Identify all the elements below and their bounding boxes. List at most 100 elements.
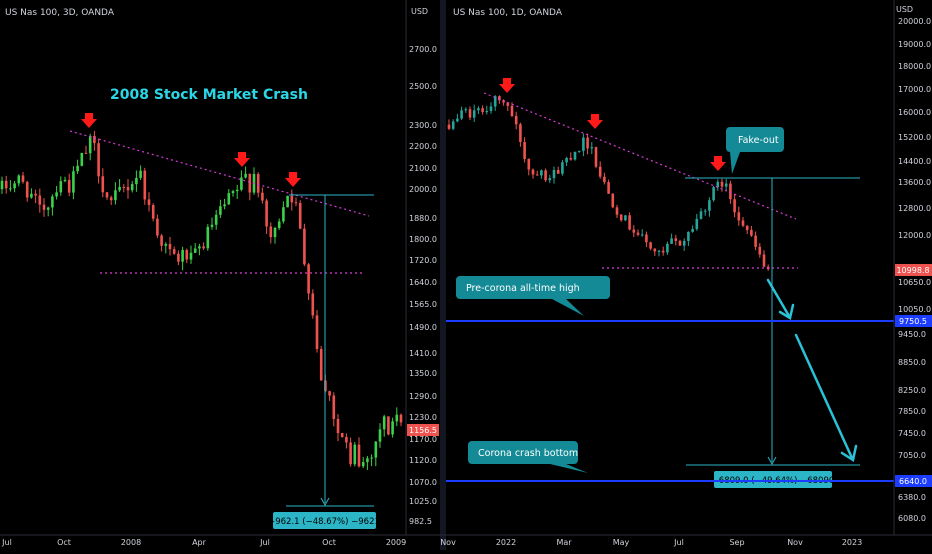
candle-body (290, 195, 294, 203)
candle-body (561, 162, 564, 174)
y-tick-label: 1720.0 (409, 256, 437, 265)
candle-body (670, 238, 673, 244)
right-candles (447, 95, 770, 271)
candle-body (640, 234, 644, 236)
left-measure-label-box (273, 512, 376, 529)
candle-body (311, 293, 315, 316)
y-tick-label: 10050.0 (898, 305, 931, 314)
left-axis-unit: USD (411, 7, 428, 16)
candle-body (733, 199, 736, 213)
candle-body (708, 200, 711, 211)
candle-body (135, 177, 138, 185)
candle-body (172, 249, 176, 254)
right-y-axis[interactable]: 20000.0 19000.0 18000.0 17000.0 16000.0 15200… (898, 17, 931, 523)
candle-body (556, 169, 560, 174)
candle-body (319, 348, 323, 381)
left-y-axis[interactable]: 2700.0 2500.0 2300.0 2200.0 2100.0 2000.0 1880… (409, 45, 437, 526)
right-x-axis[interactable]: Nov 2022 Mar May Jul Sep Nov 2023 (440, 538, 862, 547)
candle-body (273, 227, 277, 238)
candle-body (332, 395, 336, 419)
x-tick-label: Jul (673, 538, 684, 547)
candle-body (523, 142, 526, 159)
candle-body (361, 462, 365, 467)
candle-body (447, 124, 451, 129)
x-tick-label: 2009 (386, 538, 406, 547)
right-last-price-box (895, 264, 932, 276)
right-descending-trendline (483, 92, 797, 220)
candle-body (395, 414, 399, 422)
y-tick-label: 1230.0 (409, 413, 437, 422)
candle-body (118, 186, 121, 191)
y-tick-label: 13600.0 (898, 178, 931, 187)
candle-body (93, 135, 96, 144)
candle-body (114, 190, 117, 201)
candle-body (552, 169, 556, 179)
candle-body (80, 152, 84, 166)
candle-body (105, 192, 109, 198)
candle-body (754, 235, 757, 247)
y-tick-label: 1490.0 (409, 323, 437, 332)
x-tick-label: Apr (192, 538, 207, 547)
candle-body (294, 202, 298, 204)
candle-body (590, 147, 594, 149)
right-chart-title: US Nas 100, 1D, OANDA (453, 8, 563, 18)
candle-body (214, 214, 218, 225)
candle-body (540, 170, 543, 176)
candle-body (269, 226, 273, 238)
y-tick-label: 2000.0 (409, 185, 437, 194)
candle-body (720, 181, 724, 187)
candle-body (451, 121, 455, 129)
left-last-price-box (407, 424, 439, 436)
left-x-axis[interactable]: Jul Oct 2008 Apr Jul Oct 2009 (1, 538, 406, 547)
candle-body (624, 215, 627, 221)
projection-arrowhead-lower (840, 444, 858, 463)
x-tick-label: Nov (440, 538, 456, 547)
y-tick-label: 7050.0 (898, 451, 926, 460)
candle-body (42, 204, 46, 210)
candle-body (303, 228, 306, 265)
y-tick-label: 1350.0 (409, 369, 437, 378)
candle-body (328, 391, 331, 396)
candle-body (143, 170, 147, 200)
candle-body (97, 143, 100, 177)
left-pane: US Nas 100, 3D, OANDA USD 2008 Stock Mar… (0, 0, 439, 547)
candle-body (185, 249, 189, 260)
candle-body (682, 240, 686, 246)
pre-corona-callout-text: Pre-corona all-time high (466, 283, 580, 294)
candle-body (514, 115, 518, 125)
y-tick-label: 8850.0 (898, 358, 926, 367)
candle-body (30, 193, 33, 198)
candle-body (265, 200, 268, 227)
candle-body (456, 118, 459, 122)
candle-body (101, 176, 105, 193)
right-red-arrow-icon (710, 156, 726, 171)
candle-body (38, 195, 42, 205)
candle-body (34, 193, 37, 196)
left-last-price-label: 1156.5 (409, 426, 437, 435)
candle-body (240, 177, 243, 190)
candle-body (261, 192, 264, 201)
pane-divider[interactable] (440, 0, 446, 550)
y-tick-label: 2300.0 (409, 121, 437, 130)
y-tick-label: 19000.0 (898, 40, 931, 49)
candle-body (156, 218, 159, 236)
fake-out-callout (726, 127, 784, 174)
candle-body (76, 165, 79, 172)
candle-body (235, 189, 239, 192)
candle-body (510, 105, 514, 116)
candle-body (370, 457, 373, 459)
y-tick-label: 1290.0 (409, 392, 437, 401)
candle-body (472, 110, 476, 118)
x-tick-label: Oct (57, 538, 71, 547)
candle-body (636, 232, 640, 235)
candle-body (189, 252, 193, 260)
y-tick-label: 18000.0 (898, 62, 931, 71)
y-tick-label: 2100.0 (409, 164, 437, 173)
y-tick-label: 1070.0 (409, 478, 437, 487)
candle-body (298, 203, 302, 229)
candle-body (485, 111, 489, 113)
candle-body (468, 109, 472, 118)
crash-2008-title: 2008 Stock Market Crash (110, 87, 308, 103)
candle-body (307, 264, 310, 294)
